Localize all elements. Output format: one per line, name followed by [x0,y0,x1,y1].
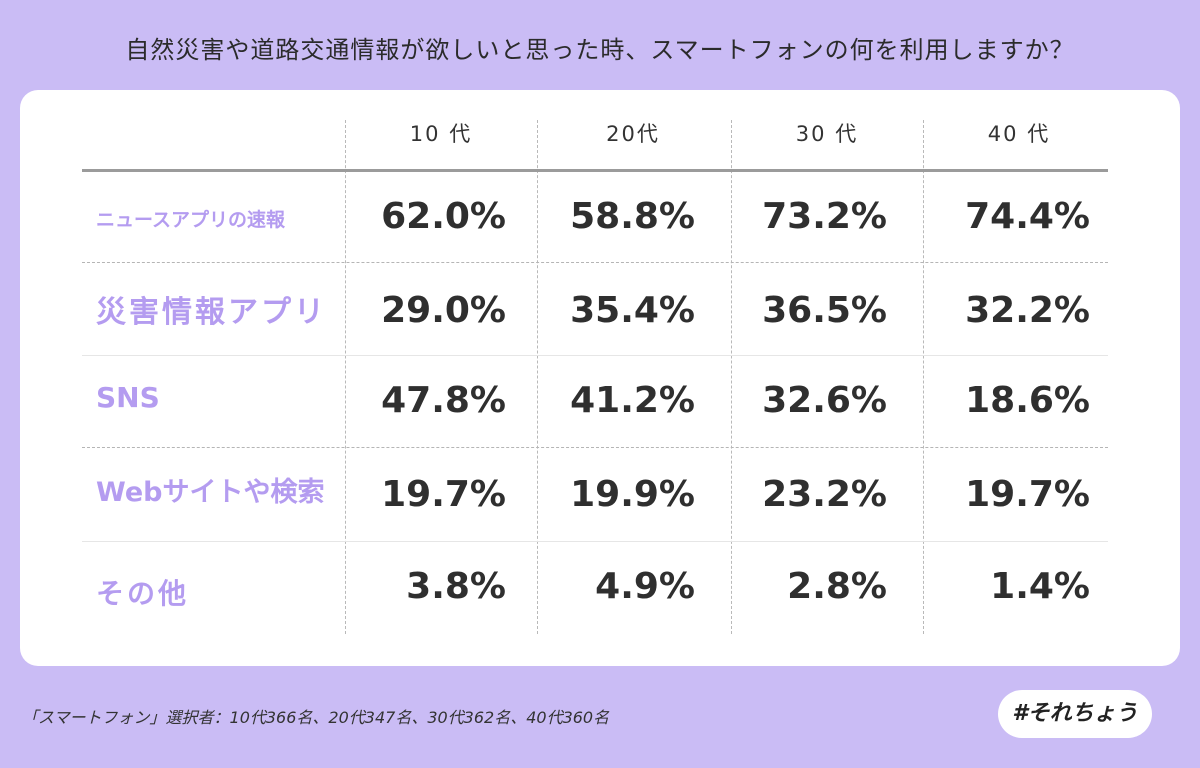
column-divider [731,120,732,634]
row-divider [82,447,1108,448]
table-cell: 1.4% [990,566,1090,607]
table-cell: 47.8% [381,380,506,421]
table-cell: 18.6% [965,380,1090,421]
hashtag-badge: #それちょう [998,690,1152,738]
header-rule [82,169,1108,172]
table-cell: 35.4% [570,290,695,331]
table-cell: 32.2% [965,290,1090,331]
table-cell: 73.2% [762,196,887,237]
page-title: 自然災害や道路交通情報が欲しいと思った時、スマートフォンの何を利用しますか？ [125,36,1075,64]
row-divider [82,541,1108,542]
row-divider [82,355,1108,356]
footnote: 「スマートフォン」選択者：10代366名、20代347名、30代362名、40代… [22,708,610,727]
column-divider [345,120,346,634]
table-card [20,90,1180,666]
row-divider [82,262,1108,263]
column-header-40s: 40 代 [987,122,1051,146]
table-cell: 74.4% [965,196,1090,237]
table-cell: 19.9% [570,474,695,515]
column-divider [923,120,924,634]
table-cell: 3.8% [406,566,506,607]
table-cell: 29.0% [381,290,506,331]
table-cell: 58.8% [570,196,695,237]
table-cell: 19.7% [381,474,506,515]
column-header-20s: 20代 [606,122,660,146]
table-cell: 23.2% [762,474,887,515]
row-label-other: その他 [96,577,190,610]
table-cell: 62.0% [381,196,506,237]
table-cell: 36.5% [762,290,887,331]
column-header-30s: 30 代 [795,122,859,146]
row-label-web-search: Webサイトや検索 [96,477,325,508]
table-cell: 41.2% [570,380,695,421]
table-cell: 4.9% [595,566,695,607]
table-cell: 19.7% [965,474,1090,515]
column-header-10s: 10 代 [409,122,473,146]
row-label-sns: SNS [96,381,160,414]
row-label-disaster-app: 災害情報アプリ [96,295,327,330]
table-cell: 32.6% [762,380,887,421]
column-divider [537,120,538,634]
row-label-news-app: ニュースアプリの速報 [96,209,286,231]
table-cell: 2.8% [787,566,887,607]
